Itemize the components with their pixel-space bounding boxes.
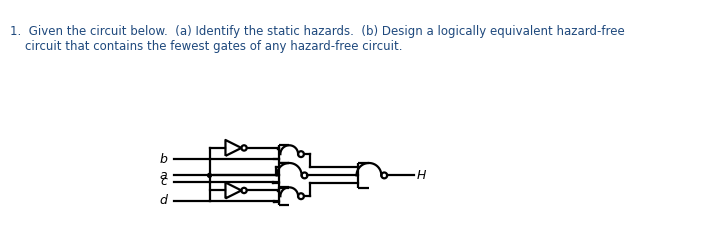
Text: b: b	[159, 153, 167, 165]
Text: 1.  Given the circuit below.  (a) Identify the static hazards.  (b) Design a log: 1. Given the circuit below. (a) Identify…	[11, 25, 625, 38]
Text: c: c	[160, 175, 167, 188]
Text: d: d	[159, 194, 167, 207]
Text: circuit that contains the fewest gates of any hazard-free circuit.: circuit that contains the fewest gates o…	[11, 40, 403, 53]
Text: a: a	[159, 169, 167, 182]
Text: H: H	[417, 169, 426, 182]
Circle shape	[207, 173, 212, 177]
